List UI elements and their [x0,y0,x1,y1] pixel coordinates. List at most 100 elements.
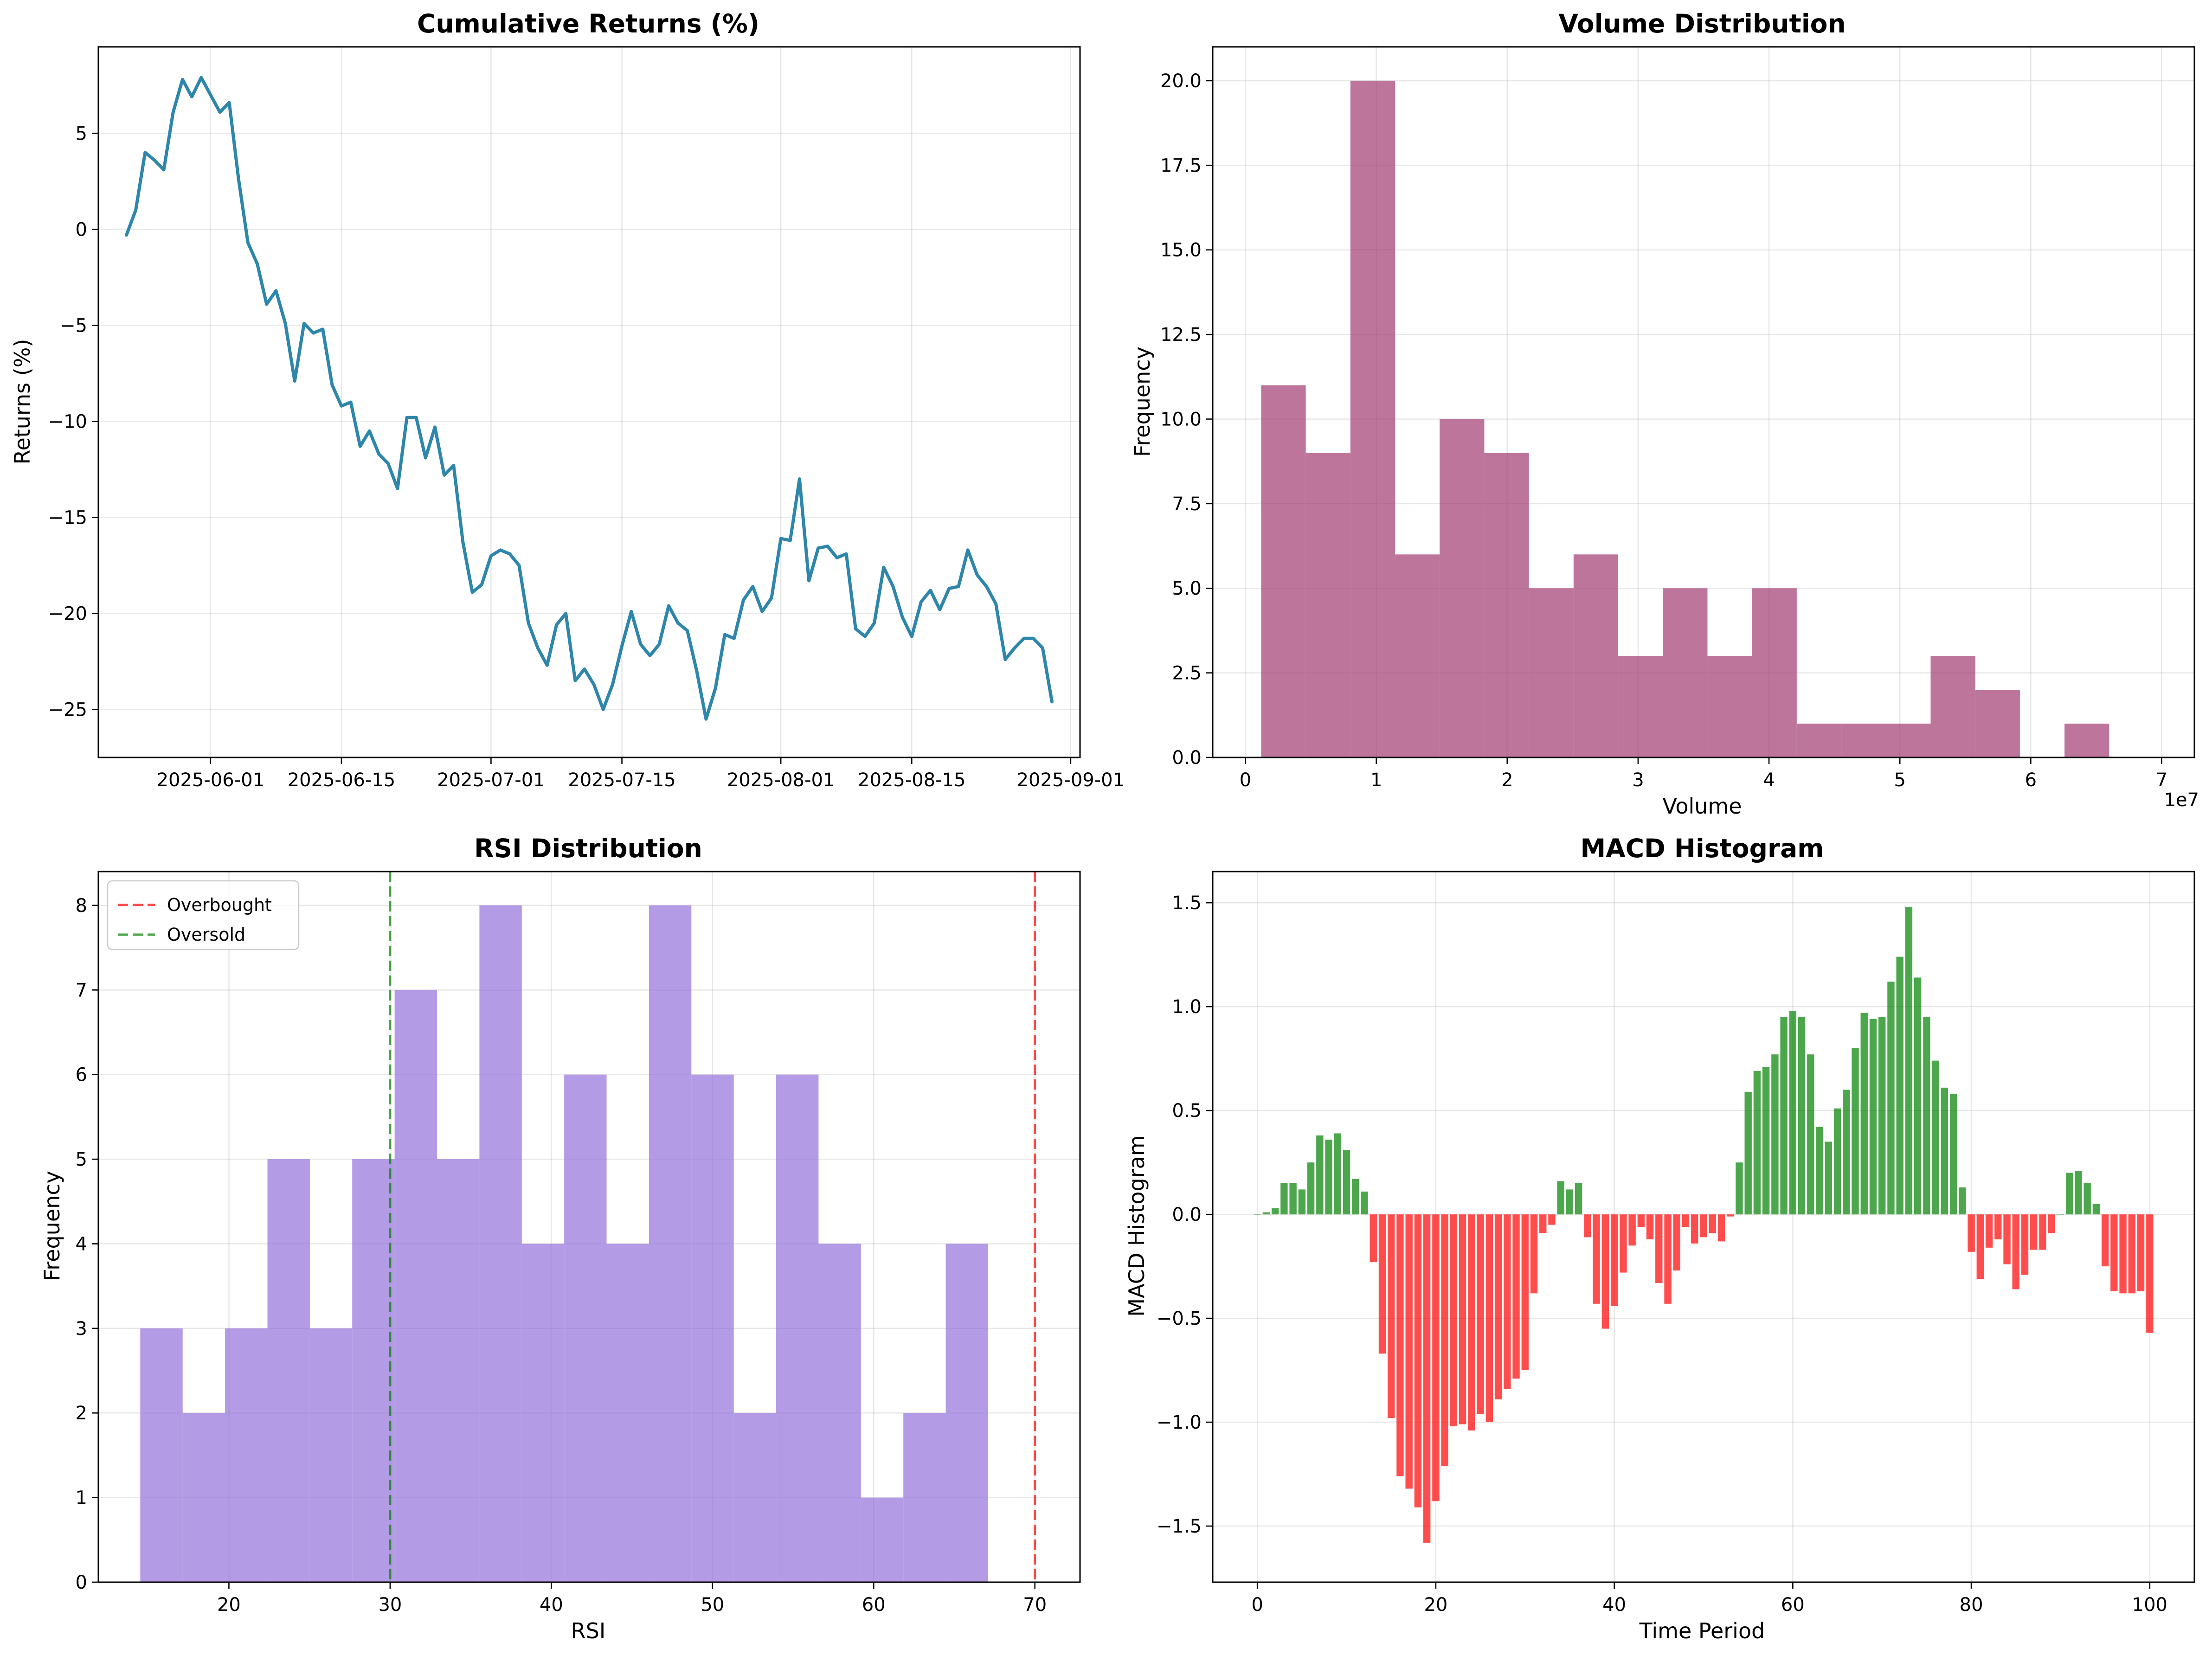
returns-data-point [556,624,557,625]
returns-data-point [893,586,894,587]
returns-axes: −25 −20 −15 −10 −5 0 5 2025-06-01 2025-06-15 2025… [48,46,1125,791]
macd-bar [1985,1214,1993,1248]
macd-bar [1637,1214,1645,1227]
volume-xtick-label: 5 [1894,770,1905,791]
returns-data-point [481,584,482,585]
returns-data-point [809,580,810,581]
returns-data-point [163,169,164,170]
macd-bar [1959,1187,1966,1215]
returns-data-point [182,79,183,80]
rsi-plot-area [140,872,1036,1582]
returns-frame [97,46,1081,758]
returns-data-point [425,457,426,458]
volume-xtick-label: 2 [1501,770,1513,791]
macd-bar [1771,1054,1779,1215]
returns-data-point [677,622,678,623]
rsi-xlabel: RSI [571,1618,606,1643]
macd-bar [1378,1214,1386,1354]
macd-bar [1887,981,1895,1215]
macd-bar [1736,1162,1743,1215]
rsi-xtick-label: 70 [1023,1594,1047,1616]
macd-bar [1852,1048,1859,1215]
returns-data-point [341,405,342,406]
returns-data-point [229,102,230,103]
macd-bar [1405,1214,1413,1489]
macd-bar [2119,1214,2127,1294]
returns-data-point [949,588,950,589]
returns-data-point [1023,638,1024,639]
rsi-title: RSI Distribution [474,834,702,863]
macd-bar [1575,1183,1582,1215]
rsi-histogram-bar [140,1328,183,1582]
rsi-ytick-label: 8 [76,895,87,917]
returns-data-point [406,417,407,418]
macd-frame [1212,871,2195,1583]
rsi-histogram-bar [479,905,522,1582]
volume-histogram-bar [1350,80,1395,757]
rsi-ytick-label: 7 [76,980,87,1001]
macd-ytick-label: −1.5 [1157,1516,1202,1537]
volume-histogram-bar [1796,724,1842,757]
macd-xtick-label: 100 [2132,1594,2167,1616]
macd-bar [2083,1183,2091,1215]
rsi-legend: Overbought Oversold [107,880,300,950]
macd-bar [1932,1060,1939,1215]
returns-data-point [911,636,912,637]
returns-data-point [659,644,660,645]
macd-bar [1361,1191,1368,1215]
macd-plot-area [1254,907,2154,1543]
rsi-xtick-label: 40 [540,1594,563,1616]
rsi-distribution-panel: RSI Distribution RSI Frequency 0 1 2 3 4 5 6 7 8… [39,834,1081,1643]
rsi-histogram-bar [182,1413,225,1582]
volume-xtick-label: 0 [1240,770,1251,791]
macd-bar [1459,1214,1466,1424]
rsi-histogram-bar [352,1159,395,1582]
rsi-histogram-bar [776,1074,819,1582]
macd-bar [1325,1139,1332,1215]
macd-bar [2101,1214,2109,1267]
rsi-xtick-label: 60 [862,1594,886,1616]
macd-bar [1941,1087,1948,1215]
rsi-histogram-bar [437,1159,480,1582]
macd-ylabel: MACD Histogram [1124,1135,1149,1316]
volume-ytick-label: 12.5 [1160,324,1202,346]
macd-bar [1512,1214,1520,1379]
macd-bar [1762,1067,1770,1215]
macd-bar [2030,1214,2038,1250]
macd-xtick-label: 60 [1781,1594,1805,1616]
macd-bar [1843,1090,1850,1215]
rsi-ytick-label: 3 [76,1318,87,1340]
macd-bar [1450,1214,1458,1427]
returns-data-point [490,555,491,556]
macd-bar [1504,1214,1511,1389]
macd-bar [1352,1179,1359,1215]
returns-data-point [846,553,847,554]
macd-bar [2003,1214,2011,1264]
rsi-legend-label: Overbought [167,895,272,915]
macd-bar [1664,1214,1672,1304]
volume-histogram-bar [1663,588,1708,757]
rsi-legend-box [107,880,300,950]
returns-data-point [528,622,529,623]
macd-bar [1494,1214,1502,1399]
macd-bar [1521,1214,1529,1371]
macd-bar [1744,1091,1752,1215]
returns-data-point [247,242,248,243]
returns-ytick-label: −5 [60,315,87,336]
returns-data-point [285,323,286,324]
macd-bar [1709,1214,1716,1233]
returns-xtick-label: 2025-08-15 [858,770,965,791]
macd-ytick-label: 0.0 [1172,1204,1202,1225]
macd-bar [2021,1214,2029,1275]
returns-data-point [126,235,127,236]
returns-data-point [266,304,267,305]
returns-data-point [219,112,220,113]
macd-xlabel: Time Period [1639,1618,1765,1643]
rsi-ytick-label: 5 [76,1149,87,1170]
macd-bar [1530,1214,1538,1294]
returns-data-point [509,553,510,554]
returns-data-point [790,540,791,541]
returns-data-point [733,638,734,639]
returns-data-point [874,622,875,623]
returns-data-point [706,718,707,719]
